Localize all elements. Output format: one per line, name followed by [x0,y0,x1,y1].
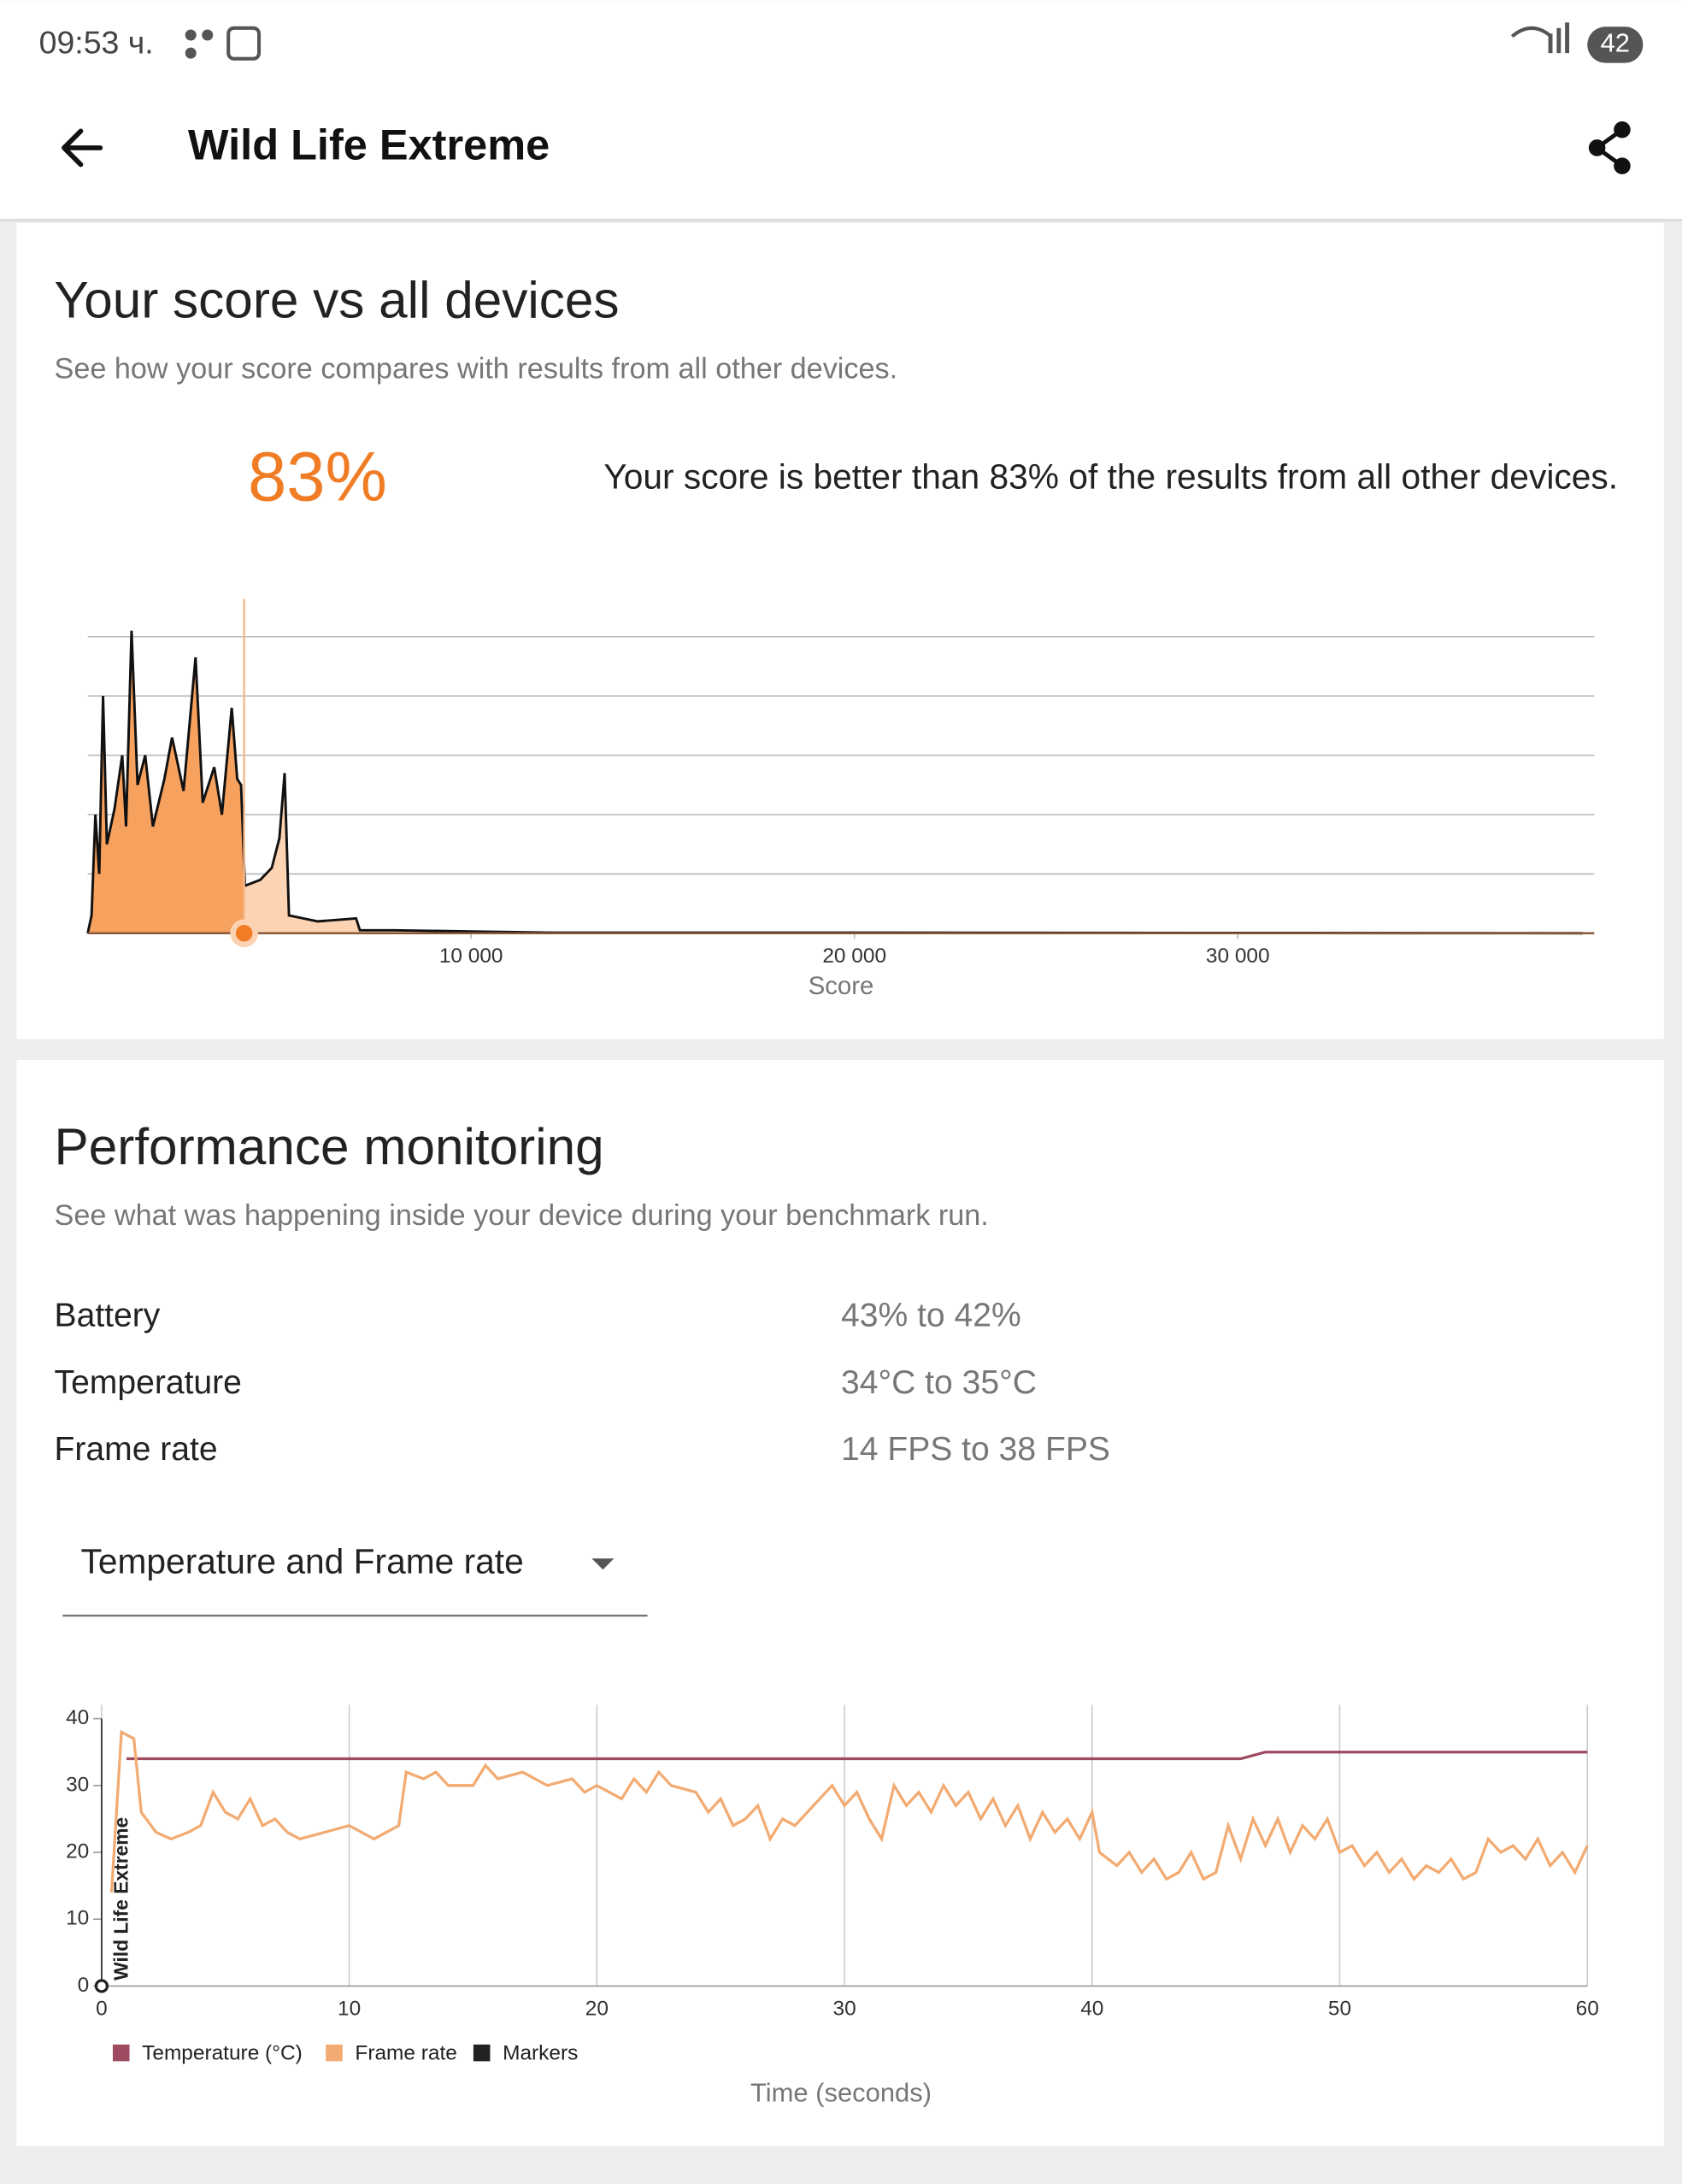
distribution-area-below [87,630,244,933]
x-tick-label: 10 000 [439,945,503,968]
x-tick-label: 20 000 [822,945,886,968]
x-tick-label: 30 000 [1206,945,1270,968]
x-tick-label: 40 [1080,1998,1103,2021]
x-tick-label: 60 [1576,1998,1599,2021]
legend-label: Temperature (°C) [142,2042,303,2065]
y-tick-label: 0 [78,1974,90,1997]
card-subtitle: See how your score compares with results… [55,353,898,386]
stat-value: 43% to 42% [841,1298,1021,1334]
card-title: Your score vs all devices [55,270,620,328]
battery-level: 42 [1601,28,1630,58]
series-line [109,1729,1589,1893]
legend-swatch [326,2044,343,2062]
chart-selector[interactable]: Temperature and Frame rate [62,1542,648,1617]
y-tick-label: 20 [66,1840,89,1863]
share-button[interactable] [1588,121,1631,174]
app-title: Wild Life Extreme [188,120,550,168]
y-tick-label: 10 [66,1907,89,1930]
your-score-dot [235,925,253,942]
stat-label: Temperature [55,1364,242,1401]
card-title: Performance monitoring [55,1117,604,1175]
x-tick-label: 20 [585,1998,609,2021]
status-time: 09:53 ч. [39,24,154,60]
legend-label: Markers [503,2042,578,2065]
marker-label: Wild Life Extreme [109,1817,132,1981]
performance-card [16,1060,1664,2146]
back-button[interactable] [62,128,103,168]
status-icons [185,22,1570,61]
performance-chart: 0 10 20 30 40 50 60 0 10 20 30 40 Wild Life Extreme T… [66,1704,1599,2108]
x-tick-label: 10 [338,1998,361,2021]
marker-point [94,1979,109,1993]
x-tick-label: 50 [1328,1998,1351,2021]
app-bar [0,0,1682,221]
y-tick-label: 40 [66,1706,89,1729]
stat-value: 34°C to 35°C [841,1364,1037,1401]
percentile: 83% [248,438,387,515]
stat-value: 14 FPS to 38 FPS [841,1431,1110,1468]
legend-swatch [473,2044,491,2062]
battery-pill [1587,26,1644,63]
stat-label: Battery [55,1298,161,1334]
percentile-description: Your score is better than 83% of the res… [603,456,1618,496]
x-axis-title: Score [809,972,874,1000]
score-card [16,222,1664,1039]
legend-label: Frame rate [355,2042,456,2065]
x-axis-title: Time (seconds) [750,2078,932,2108]
x-tick-label: 30 [832,1998,856,2021]
y-tick-label: 30 [66,1773,89,1796]
x-tick-label: 0 [96,1998,108,2021]
distribution-line [86,630,1583,935]
card-subtitle: See what was happening inside your devic… [55,1199,989,1232]
series-line [126,1751,1588,1761]
legend-swatch [112,2044,130,2062]
dropdown-value[interactable]: Temperature and Frame rate [80,1542,523,1581]
score-distribution: 10 000 20 000 30 000 Score [86,598,1595,1000]
stats-table: Battery 43% to 42% Temperature 34°C to 35°C… [55,1298,1110,1468]
stat-label: Frame rate [55,1431,218,1468]
